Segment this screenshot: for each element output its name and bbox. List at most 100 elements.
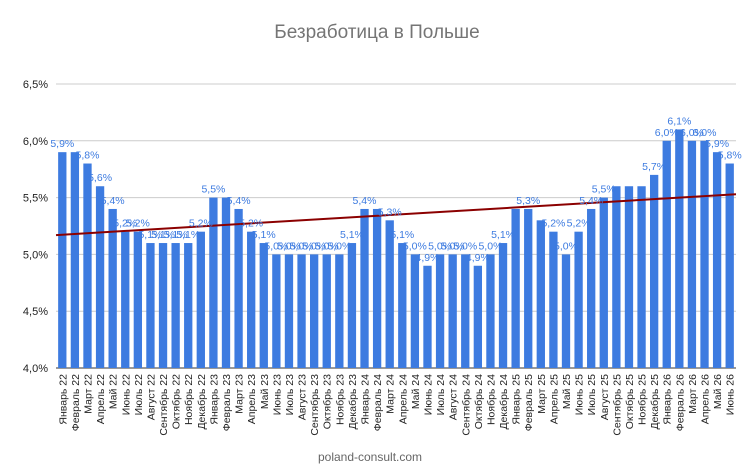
data-label: 5,1% <box>176 229 200 241</box>
data-label: 5,3% <box>378 206 402 218</box>
x-tick-label: Октябрь 25 <box>624 374 636 429</box>
x-tick-label: Октябрь 22 <box>171 374 183 429</box>
data-label: 5,0% <box>403 240 427 252</box>
bar <box>574 231 583 368</box>
x-tick-label: Сентябрь 25 <box>611 374 623 436</box>
x-tick-label: Ноябрь 25 <box>637 374 649 425</box>
x-tick-label: Май 23 <box>259 374 271 409</box>
data-label: 6,0% <box>680 127 704 139</box>
data-label: 5,0% <box>478 240 502 252</box>
x-tick-label: Апрель 26 <box>700 374 712 424</box>
x-tick-label: Апрель 25 <box>548 374 560 424</box>
x-tick-label: Февраль 22 <box>70 374 82 431</box>
x-tick-label: Январь 25 <box>511 374 523 425</box>
bar <box>297 254 306 368</box>
x-tick-label: Март 26 <box>687 374 699 414</box>
y-tick-label: 5,0% <box>23 249 48 261</box>
x-tick-label: Июль 23 <box>284 374 296 416</box>
bar <box>536 220 545 368</box>
data-label: 5,0% <box>554 240 578 252</box>
data-label: 5,2% <box>113 218 137 230</box>
x-tick-label: Декабрь 25 <box>649 374 661 430</box>
x-tick-label: Ноябрь 24 <box>485 374 497 425</box>
x-tick-label: Февраль 26 <box>674 374 686 431</box>
bar <box>700 140 709 368</box>
x-tick-label: Январь 22 <box>57 374 69 425</box>
data-label: 5,4% <box>579 195 603 207</box>
bar <box>272 254 281 368</box>
data-label: 5,0% <box>277 240 301 252</box>
x-tick-label: Март 24 <box>385 374 397 414</box>
bar <box>58 152 67 368</box>
data-label: 5,2% <box>541 218 565 230</box>
data-label: 5,0% <box>327 240 351 252</box>
bar <box>448 254 457 368</box>
bar <box>158 243 168 368</box>
bar <box>423 265 432 368</box>
x-tick-label: Декабрь 24 <box>498 374 510 430</box>
data-label: 4,9% <box>416 252 440 264</box>
x-tick-label: Февраль 23 <box>221 374 233 431</box>
data-label: 4,9% <box>466 252 490 264</box>
data-label: 5,0% <box>290 240 314 252</box>
data-label: 5,7% <box>642 161 666 173</box>
bar <box>133 231 143 368</box>
data-label: 5,0% <box>302 240 326 252</box>
data-labels: 5,9%5,8%5,6%5,4%5,2%5,2%5,1%5,1%5,1%5,1%… <box>50 115 741 263</box>
x-tick-label: Май 24 <box>410 374 422 409</box>
x-tick-label: Июль 25 <box>586 374 598 416</box>
x-tick-label: Август 23 <box>297 374 309 420</box>
y-tick-label: 5,5% <box>23 193 48 205</box>
x-tick-label: Сентябрь 24 <box>460 374 472 436</box>
bar <box>146 243 155 368</box>
bar <box>561 254 571 368</box>
bar <box>70 152 80 368</box>
x-tick-label: Июль 22 <box>133 374 145 416</box>
source-label: poland-consult.com <box>318 450 422 464</box>
data-label: 5,4% <box>227 195 251 207</box>
x-tick-label: Ноябрь 23 <box>334 374 346 425</box>
bar <box>675 129 684 368</box>
y-axis: 4,0% 4,5% 5,0% 5,5% 6,0% 6,5% <box>23 79 48 375</box>
x-tick-label: Июль 24 <box>435 374 447 416</box>
bar <box>725 163 734 368</box>
bar <box>398 243 407 368</box>
bar <box>372 208 382 368</box>
data-label: 5,4% <box>353 195 377 207</box>
x-tick-label: Июнь 24 <box>422 374 434 415</box>
bar <box>322 254 331 368</box>
data-label: 5,1% <box>252 229 276 241</box>
x-tick-label: Август 25 <box>599 374 611 420</box>
bar <box>712 152 722 368</box>
bar <box>95 186 105 368</box>
bar <box>171 243 180 368</box>
y-tick-label: 4,0% <box>23 363 48 375</box>
bar <box>599 197 608 368</box>
x-tick-label: Апрель 22 <box>95 374 107 424</box>
trendline <box>55 193 737 237</box>
bar <box>524 208 533 368</box>
data-label: 5,1% <box>151 229 175 241</box>
data-label: 5,2% <box>189 218 213 230</box>
x-tick-label: Март 22 <box>82 374 94 414</box>
bar <box>637 186 646 368</box>
bar <box>309 254 319 368</box>
data-label: 6,0% <box>693 127 717 139</box>
bar <box>234 208 243 368</box>
data-label: 5,2% <box>239 218 263 230</box>
x-tick-label: Сентябрь 22 <box>158 374 170 436</box>
data-label: 5,1% <box>491 229 515 241</box>
bar <box>347 243 357 368</box>
bar <box>435 254 445 368</box>
bar <box>587 208 596 368</box>
x-tick-label: Июнь 25 <box>574 374 586 415</box>
bar <box>662 140 671 368</box>
bars <box>58 129 734 368</box>
bar <box>486 254 495 368</box>
data-label: 5,3% <box>516 195 540 207</box>
data-label: 5,8% <box>76 150 100 162</box>
bar <box>83 163 92 368</box>
bar <box>687 140 697 368</box>
data-label: 5,2% <box>126 218 150 230</box>
bar <box>196 231 205 368</box>
